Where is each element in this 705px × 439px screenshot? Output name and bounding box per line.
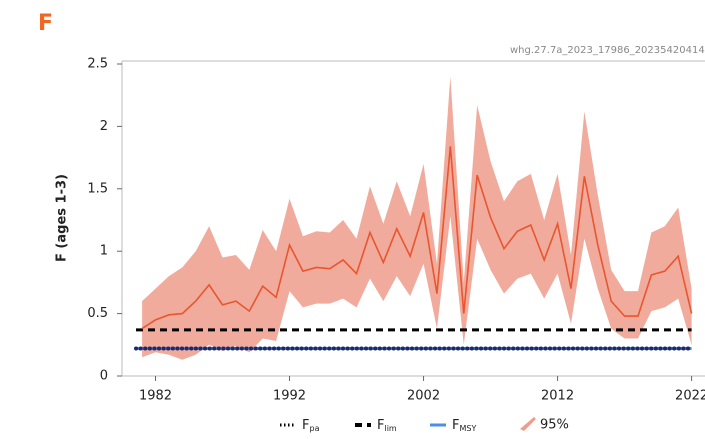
legend-label: FMSY: [452, 418, 476, 433]
confidence-band: [142, 76, 692, 360]
x-tick-label: 1992: [273, 389, 306, 404]
plot-area: [134, 76, 694, 360]
x-tick-label: 2022: [675, 389, 705, 404]
y-tick-label: 1.5: [87, 181, 108, 196]
legend-label: Flim: [377, 418, 397, 433]
legend-subscript: MSY: [459, 424, 476, 433]
y-tick-label: 1: [100, 244, 108, 259]
y-axis-label: F (ages 1-3): [55, 174, 70, 262]
legend-subscript: pa: [309, 424, 319, 433]
watermark: whg.27.7a_2023_17986_20235420414: [510, 45, 705, 56]
y-tick-label: 2: [100, 119, 108, 134]
legend-subscript: lim: [384, 424, 396, 433]
y-tick-label: 0.5: [87, 306, 108, 321]
x-tick-label: 1982: [139, 389, 172, 404]
y-tick-label: 2.5: [87, 57, 108, 72]
legend-label: 95%: [540, 418, 569, 433]
x-tick-label: 2002: [407, 389, 440, 404]
x-tick-label: 2012: [541, 389, 574, 404]
legend-name: F: [377, 418, 384, 433]
legend-label: Fpa: [302, 418, 320, 433]
panel-label: F: [38, 11, 53, 36]
legend-name: F: [302, 418, 309, 433]
y-tick-label: 0: [100, 369, 108, 384]
f-line: [141, 146, 693, 330]
legend-name: F: [452, 418, 459, 433]
legend-swatch: [520, 417, 536, 431]
